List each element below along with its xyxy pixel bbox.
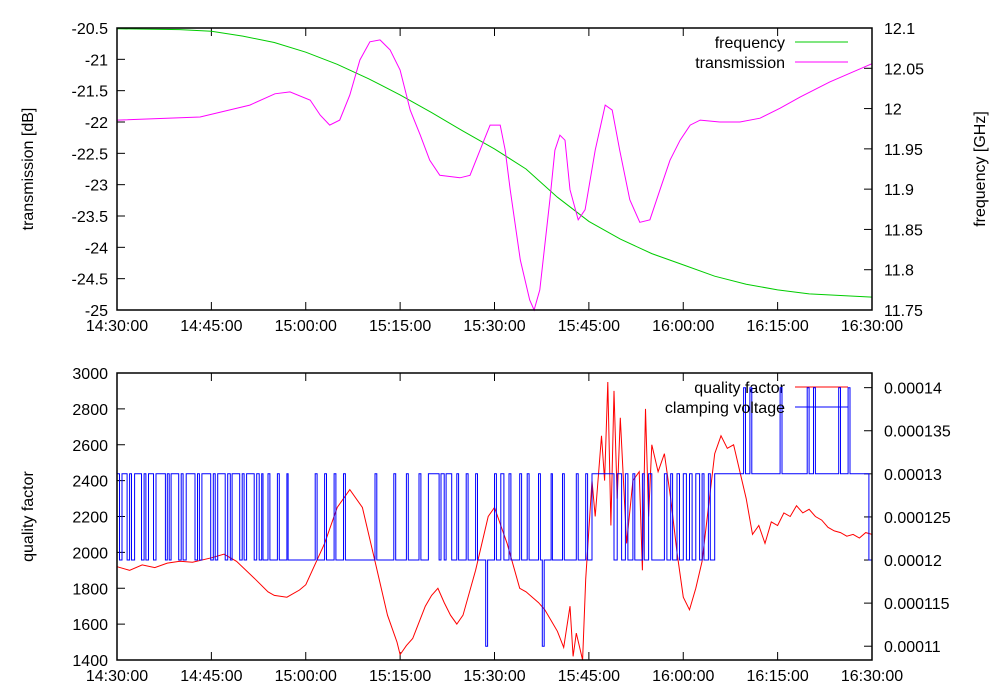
y2-tick-label: 0.00013 <box>884 467 942 484</box>
legend-label: quality factor <box>694 380 785 397</box>
y-axis-label: transmission [dB] <box>20 108 37 231</box>
y2-tick-label: 0.000125 <box>884 510 951 527</box>
x-tick-label: 15:15:00 <box>369 318 431 335</box>
x-tick-label: 15:30:00 <box>463 668 525 685</box>
x-tick-label: 15:45:00 <box>558 668 620 685</box>
series-line-quality-factor <box>116 381 873 661</box>
x-tick-label: 16:15:00 <box>746 318 808 335</box>
x-tick-label: 16:00:00 <box>652 668 714 685</box>
legend-label: transmission <box>695 55 785 72</box>
x-tick-label: 14:45:00 <box>180 318 242 335</box>
y-tick-label: 3000 <box>72 366 108 383</box>
y2-tick-label: 12 <box>884 102 902 119</box>
y-axis-label: quality factor <box>20 470 37 561</box>
x-tick-label: 15:45:00 <box>558 318 620 335</box>
series-line-transmission <box>116 39 873 312</box>
y-tick-label: 1600 <box>72 617 108 634</box>
x-tick-label: 14:30:00 <box>86 668 148 685</box>
series-line-clamping-voltage <box>116 387 873 647</box>
x-tick-label: 15:00:00 <box>275 668 337 685</box>
transmission-frequency-panel: 14:30:00 14:45:00 15:00:00 15:15:00 15:30:00… <box>20 21 989 335</box>
y2-tick-label: 0.000115 <box>884 596 950 613</box>
y2-tick-label: 11.85 <box>884 222 923 239</box>
x-tick-label: 15:15:00 <box>369 668 431 685</box>
y-tick-label: -25 <box>85 303 108 320</box>
y-tick-label: 2800 <box>72 402 108 419</box>
legend-label: clamping voltage <box>665 400 785 417</box>
y-tick-label: 2000 <box>72 545 108 562</box>
y2-tick-label: 11.9 <box>884 182 914 199</box>
y-tick-label: -24 <box>85 240 108 257</box>
y-tick-label: 2200 <box>72 510 108 527</box>
x-tick-label: 14:30:00 <box>86 318 148 335</box>
y-tick-label: 1800 <box>72 581 108 598</box>
y-tick-label: -21.5 <box>72 84 109 101</box>
y-tick-label: -21 <box>85 52 108 69</box>
x-tick-label: 16:00:00 <box>652 318 714 335</box>
y2-axis-label: frequency [GHz] <box>972 111 989 227</box>
x-tick-label: 14:45:00 <box>180 668 242 685</box>
y-tick-label: -22 <box>85 115 108 132</box>
y-tick-label: 2400 <box>72 474 108 491</box>
y2-tick-label: 12.1 <box>884 21 915 38</box>
x-tick-label: 16:30:00 <box>841 668 903 685</box>
x-tick-label: 16:30:00 <box>841 318 903 335</box>
y-tick-label: -24.5 <box>72 272 109 289</box>
y-tick-label: -22.5 <box>72 146 109 163</box>
y-tick-label: 1400 <box>72 653 108 670</box>
y-tick-label: -23.5 <box>72 209 109 226</box>
y-tick-label: -23 <box>85 178 108 195</box>
x-tick-label: 15:30:00 <box>463 318 525 335</box>
y2-tick-label: 0.00014 <box>884 381 942 398</box>
y2-tick-label: 11.75 <box>884 303 923 320</box>
y-tick-label: 2600 <box>72 438 108 455</box>
x-tick-label: 15:00:00 <box>275 318 337 335</box>
x-tick-label: 16:15:00 <box>746 668 808 685</box>
y2-tick-label: 12.05 <box>884 61 924 78</box>
y2-tick-label: 0.000135 <box>884 424 951 441</box>
plot-frame <box>116 372 873 661</box>
y2-tick-label: 0.00011 <box>884 639 941 656</box>
legend-label: frequency <box>715 35 785 52</box>
series-line-frequency <box>116 28 873 298</box>
y2-tick-label: 0.00012 <box>884 553 942 570</box>
y2-tick-label: 11.8 <box>884 263 914 280</box>
y-tick-label: -20.5 <box>72 21 109 38</box>
plot-frame <box>116 27 873 311</box>
y2-tick-label: 11.95 <box>884 142 923 159</box>
quality-factor-clamping-panel: 14:30:00 14:45:00 15:00:00 15:15:00 15:30:00… <box>20 366 951 685</box>
